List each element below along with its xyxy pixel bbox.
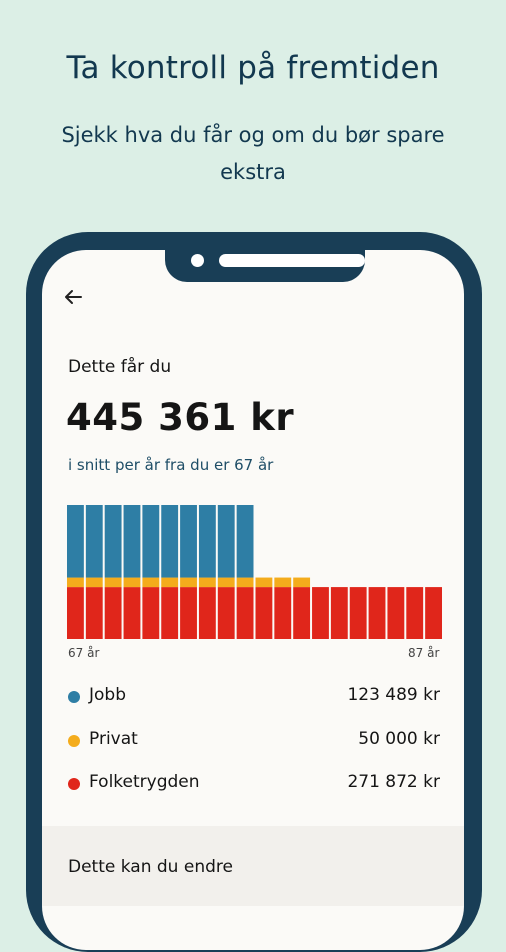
bar-folketrygden-6 <box>180 587 197 639</box>
legend-label: Folketrygden <box>89 772 200 792</box>
bar-privat-0 <box>67 577 84 588</box>
bar-folketrygden-0 <box>67 587 84 639</box>
bar-privat-1 <box>85 577 103 588</box>
headline: Ta kontroll på fremtiden <box>66 50 440 86</box>
bar-privat-10 <box>255 577 273 588</box>
legend-item-privat: Privat 50 000 kr <box>68 729 440 755</box>
bar-jobb-5 <box>161 505 179 578</box>
speaker-icon <box>219 254 365 267</box>
bar-folketrygden-7 <box>198 587 216 639</box>
bar-privat-6 <box>180 577 197 588</box>
bar-jobb-3 <box>123 505 141 578</box>
bar-privat-3 <box>123 577 141 588</box>
x-axis-end-label: 87 år <box>408 646 440 660</box>
camera-icon <box>191 254 204 267</box>
legend-value: 271 872 kr <box>347 772 440 792</box>
bar-jobb-6 <box>180 505 197 578</box>
pension-bar-chart <box>67 505 442 639</box>
bar-jobb-8 <box>217 505 235 578</box>
bar-folketrygden-8 <box>217 587 235 639</box>
arrow-left-icon <box>65 290 82 304</box>
income-card-label: Dette får du <box>68 357 172 377</box>
bar-jobb-7 <box>198 505 216 578</box>
bar-folketrygden-12 <box>293 587 311 639</box>
bar-jobb-2 <box>104 505 122 578</box>
folketrygden-color-dot <box>68 778 80 790</box>
bar-privat-5 <box>161 577 179 588</box>
bar-folketrygden-2 <box>104 587 122 639</box>
bar-privat-12 <box>293 577 311 588</box>
changeable-section-title: Dette kan du endre <box>68 857 233 877</box>
back-button[interactable] <box>60 284 86 310</box>
bar-folketrygden-18 <box>406 587 424 639</box>
bar-folketrygden-15 <box>349 587 367 639</box>
bar-privat-11 <box>274 577 292 588</box>
privat-color-dot <box>68 735 80 747</box>
bar-privat-9 <box>236 577 254 588</box>
bar-folketrygden-5 <box>161 587 179 639</box>
income-amount: 445 361 kr <box>66 396 295 439</box>
income-caption: i snitt per år fra du er 67 år <box>68 456 274 474</box>
bar-folketrygden-11 <box>274 587 292 639</box>
bar-folketrygden-9 <box>236 587 254 639</box>
bar-privat-8 <box>217 577 235 588</box>
jobb-color-dot <box>68 691 80 703</box>
bar-folketrygden-13 <box>312 587 329 639</box>
subheadline: Sjekk hva du får og om du bør spare ekst… <box>61 123 445 184</box>
legend-label: Privat <box>89 729 138 749</box>
bar-folketrygden-4 <box>142 587 160 639</box>
bar-folketrygden-19 <box>425 587 442 639</box>
legend-label: Jobb <box>89 685 126 705</box>
bar-privat-7 <box>198 577 216 588</box>
bar-jobb-4 <box>142 505 160 578</box>
bar-jobb-0 <box>67 505 84 578</box>
bar-privat-4 <box>142 577 160 588</box>
bar-folketrygden-1 <box>85 587 103 639</box>
bar-privat-2 <box>104 577 122 588</box>
bar-folketrygden-17 <box>387 587 405 639</box>
bar-folketrygden-3 <box>123 587 141 639</box>
bar-jobb-9 <box>236 505 254 578</box>
x-axis-start-label: 67 år <box>68 646 100 660</box>
legend-value: 50 000 kr <box>358 729 440 749</box>
legend-value: 123 489 kr <box>347 685 440 705</box>
changeable-section <box>42 826 464 906</box>
legend-item-jobb: Jobb 123 489 kr <box>68 685 440 711</box>
bar-folketrygden-14 <box>330 587 348 639</box>
legend-item-folketrygden: Folketrygden 271 872 kr <box>68 772 440 798</box>
bar-folketrygden-10 <box>255 587 273 639</box>
bar-folketrygden-16 <box>368 587 386 639</box>
bar-jobb-1 <box>85 505 103 578</box>
